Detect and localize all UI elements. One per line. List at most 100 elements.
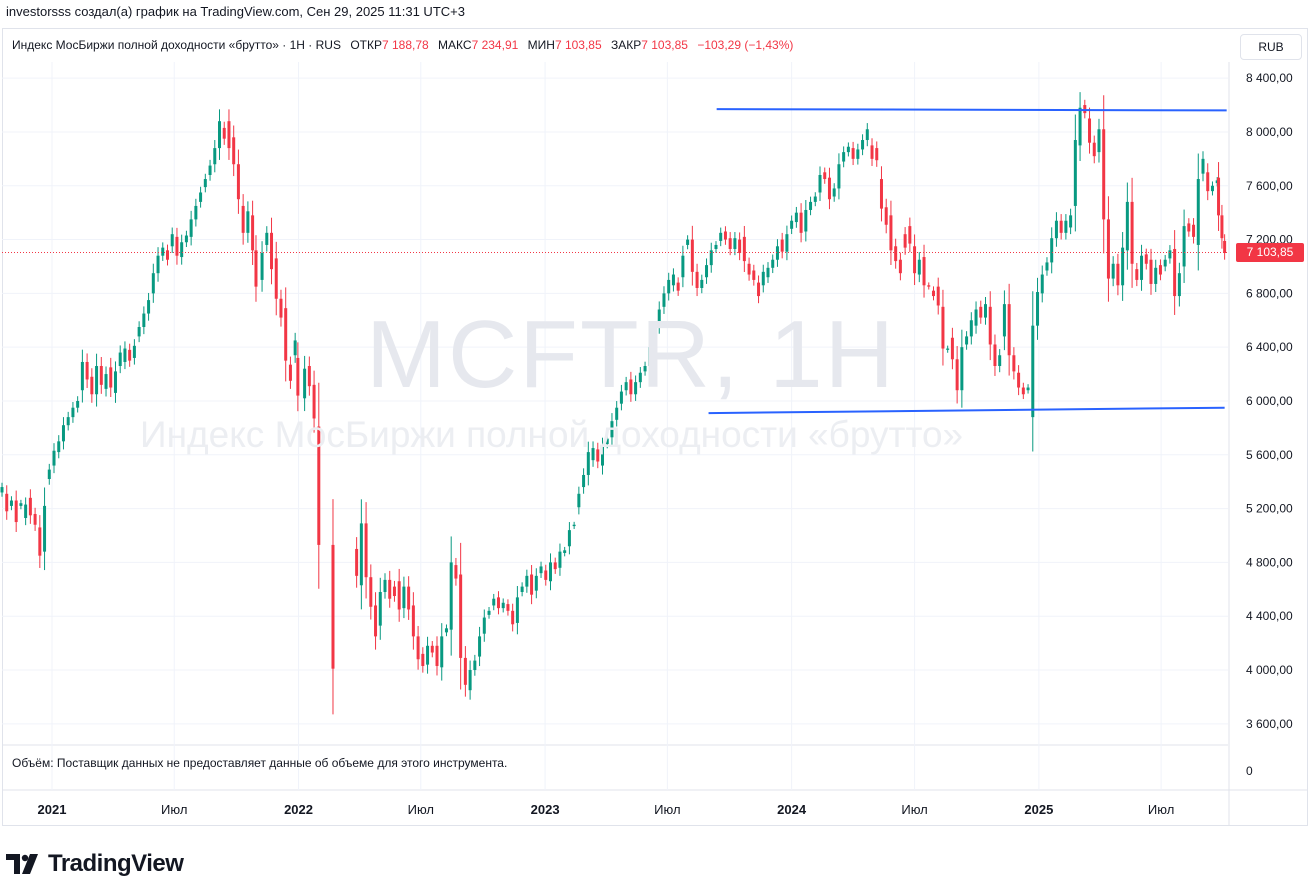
candle-body [823, 172, 827, 180]
y-tick-label: 7 600,00 [1246, 179, 1293, 193]
candle-body [426, 645, 430, 665]
candle-body [246, 211, 250, 233]
candle-body [66, 417, 70, 426]
candle-body [988, 306, 992, 345]
candle-body [1021, 387, 1025, 395]
legend-low-label: МИН [527, 38, 555, 52]
candle-body [402, 586, 406, 609]
currency-button[interactable]: RUB [1240, 34, 1302, 60]
candle-body [151, 273, 155, 294]
x-tick-label: 2023 [531, 802, 560, 817]
candle-body [804, 209, 808, 232]
candle-body [118, 352, 122, 367]
candle-body [799, 212, 803, 233]
y-tick-label: 3 600,00 [1246, 717, 1293, 731]
tradingview-logo[interactable]: TradingView [6, 850, 184, 878]
candle-body [1078, 107, 1082, 146]
candle-body [161, 247, 165, 256]
candle-body [208, 165, 212, 175]
candle-body [1116, 263, 1120, 286]
candle-body [222, 127, 226, 139]
candle-body [180, 242, 184, 258]
candle-body [203, 179, 207, 188]
candle-body [218, 121, 222, 149]
candle-body [142, 313, 146, 327]
x-tick-label: Июл [408, 802, 434, 817]
candle-body [1073, 140, 1077, 206]
candle-body [355, 548, 359, 576]
x-tick-label: Июл [901, 802, 927, 817]
legend-open-value: 7 188,78 [381, 38, 429, 52]
candle-body [1163, 259, 1167, 267]
candle-body [189, 219, 193, 237]
candle-body [47, 469, 51, 480]
y-tick-label: 4 000,00 [1246, 663, 1293, 677]
candle-body [317, 426, 321, 545]
price-axis[interactable]: 8 400,008 000,007 600,007 200,006 800,00… [1246, 71, 1293, 778]
legend-close-label: ЗАКР [611, 38, 642, 52]
candle-body [1220, 215, 1224, 239]
candle-body [28, 497, 32, 516]
candle-body [1125, 201, 1129, 251]
candle-body [265, 232, 269, 245]
candle-body [359, 523, 363, 586]
candle-body [1050, 238, 1054, 263]
x-tick-label: Июл [1148, 802, 1174, 817]
candle-body [917, 259, 921, 275]
candle-body [1173, 248, 1177, 297]
chart-credit: investorsss создал(а) график на TradingV… [6, 4, 465, 19]
candle-body [1187, 223, 1191, 232]
candle-body [634, 382, 638, 395]
legend-high-value: 7 234,91 [471, 38, 519, 52]
candle-body [33, 513, 37, 525]
candle-body [454, 565, 458, 579]
candle-body [1045, 262, 1049, 271]
y-tick-label: 6 800,00 [1246, 286, 1293, 300]
candle-body [969, 320, 973, 337]
candle-body [984, 304, 988, 318]
candle-body [199, 192, 203, 202]
candle-body [851, 148, 855, 159]
time-axis[interactable]: 2021 Июл 2022 Июл 2023 Июл 2024 Июл 2025 Июл [38, 802, 1175, 817]
trendline [716, 108, 1227, 112]
legend-symbol[interactable]: Индекс МосБиржи полной доходности «брутт… [12, 38, 341, 52]
candle-body [1007, 304, 1011, 356]
trendlines[interactable] [708, 108, 1227, 415]
candle-body [260, 253, 264, 280]
candle-body [582, 474, 586, 488]
candle-body [818, 174, 822, 193]
candle-body [686, 239, 690, 245]
candle-body [936, 286, 940, 306]
candle-body [842, 152, 846, 162]
tradingview-logo-icon [6, 854, 38, 874]
candle-body [374, 605, 378, 637]
y-tick-label: 8 000,00 [1246, 125, 1293, 139]
candle-body [946, 348, 950, 350]
candle-body [254, 250, 258, 287]
candle-body [184, 235, 188, 243]
candle-body [284, 308, 288, 361]
y-tick-label: 4 400,00 [1246, 609, 1293, 623]
candle-body [775, 246, 779, 260]
candle-body [9, 500, 13, 506]
x-tick-label: 2024 [777, 802, 807, 817]
y-tick-label: 4 800,00 [1246, 555, 1293, 569]
candle-body [1135, 269, 1139, 280]
candle-body [1064, 220, 1068, 233]
chart-frame [2, 28, 1308, 826]
candle-body [950, 337, 954, 360]
candle-body [76, 400, 80, 408]
candle-body [1040, 274, 1044, 294]
candle-body [1097, 129, 1101, 153]
candle-body [676, 282, 680, 291]
candle-body [5, 493, 9, 512]
candle-body [383, 579, 387, 592]
candle-body [463, 657, 467, 685]
candle-body [681, 255, 685, 278]
candle-body [24, 504, 28, 519]
candle-body [407, 586, 411, 610]
candle-body [14, 500, 18, 523]
candle-body [610, 421, 614, 438]
candle-body [38, 527, 42, 556]
